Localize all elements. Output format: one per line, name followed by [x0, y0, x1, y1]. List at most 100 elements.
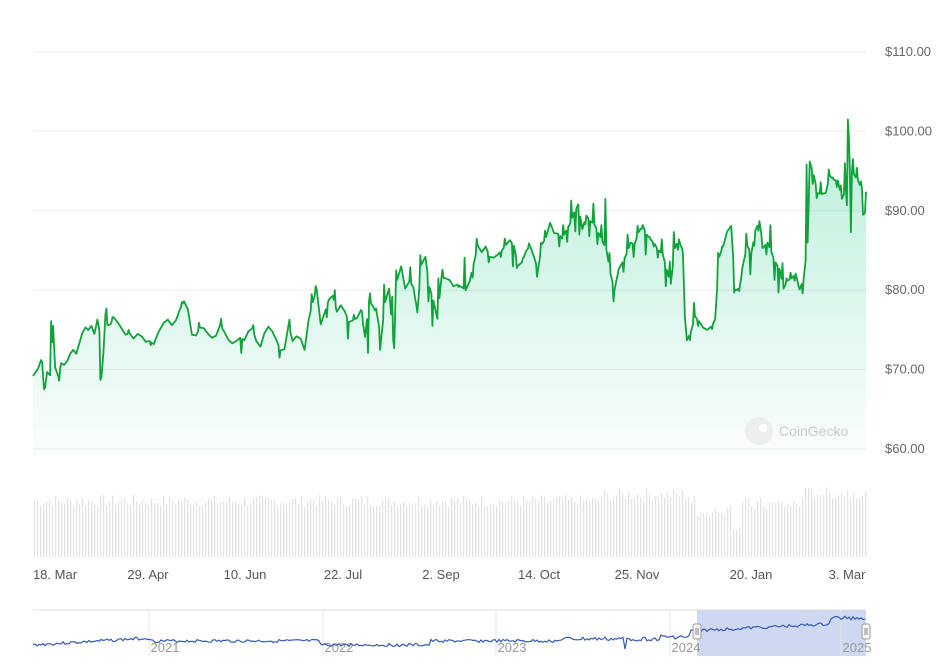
volume-bar	[811, 488, 813, 557]
volume-bar	[490, 504, 492, 557]
volume-bar	[46, 501, 48, 557]
volume-bar	[181, 502, 183, 557]
time-navigator[interactable]: 2021 2022 2023 2024 2025	[32, 609, 871, 656]
volume-bar	[247, 505, 249, 557]
volume-bar	[433, 505, 435, 557]
volume-bar	[547, 502, 549, 557]
volume-bar	[481, 496, 483, 557]
volume-bar	[808, 487, 810, 557]
volume-bar	[280, 503, 282, 557]
volume-bar	[175, 504, 177, 557]
volume-bar	[589, 502, 591, 557]
volume-bar	[349, 505, 351, 557]
navigator-handle[interactable]	[692, 623, 702, 640]
volume-bar	[331, 501, 333, 557]
x-tick-label: 2. Sep	[422, 567, 460, 582]
volume-bar	[406, 506, 408, 557]
volume-bar	[859, 497, 861, 557]
volume-bar	[862, 495, 864, 557]
navigator-year-label: 2021	[151, 640, 180, 655]
volume-bar	[163, 495, 165, 557]
volume-bar	[706, 513, 708, 557]
price-line	[32, 118, 867, 391]
volume-bar	[523, 496, 525, 557]
volume-bar	[856, 498, 858, 557]
volume-bar	[499, 499, 501, 557]
x-tick-label: 10. Jun	[224, 567, 267, 582]
volume-bar	[454, 501, 456, 557]
volume-bar	[373, 506, 375, 557]
volume-bar	[67, 497, 69, 557]
volume-bar	[70, 499, 72, 557]
coingecko-logo-eye	[759, 424, 767, 432]
volume-bar	[778, 501, 780, 557]
volume-bar	[643, 500, 645, 557]
volume-bar	[232, 501, 234, 557]
volume-bar	[145, 503, 147, 557]
volume-bar	[340, 496, 342, 557]
volume-bar	[202, 506, 204, 557]
volume-bar	[109, 501, 111, 557]
volume-bar	[421, 505, 423, 557]
volume-bar	[334, 505, 336, 557]
volume-bar	[865, 490, 867, 557]
volume-bar	[265, 496, 267, 557]
volume-bar	[49, 500, 51, 557]
volume-bar	[403, 501, 405, 557]
volume-bar	[703, 512, 705, 557]
volume-bar	[391, 505, 393, 557]
volume-bar	[94, 504, 96, 557]
volume-bar	[268, 498, 270, 557]
volume-bar	[292, 498, 294, 557]
volume-bar	[256, 496, 258, 557]
volume-bar	[640, 497, 642, 557]
volume-bar	[466, 498, 468, 557]
volume-bar	[34, 501, 36, 557]
volume-bar	[118, 501, 120, 557]
volume-bar	[814, 497, 816, 557]
volume-bar	[805, 487, 807, 557]
volume-bar	[673, 490, 675, 557]
volume-bar	[298, 503, 300, 557]
volume-bar	[667, 492, 669, 557]
volume-bar	[541, 495, 543, 557]
x-tick-label: 25. Nov	[615, 567, 660, 582]
volume-bar	[676, 493, 678, 557]
volume-bar	[556, 497, 558, 557]
volume-bar	[412, 504, 414, 557]
volume-bar	[376, 506, 378, 557]
volume-bar	[766, 509, 768, 557]
volume-bar	[475, 502, 477, 557]
volume-bar	[832, 498, 834, 557]
volume-bar	[76, 501, 78, 557]
volume-bar	[328, 499, 330, 557]
volume-bar	[295, 498, 297, 557]
volume-bar	[784, 506, 786, 557]
volume-bar	[682, 491, 684, 557]
volume-bar	[691, 501, 693, 557]
volume-bar	[166, 504, 168, 557]
volume-bar	[337, 497, 339, 557]
volume-bar	[763, 506, 765, 557]
volume-bar	[607, 492, 609, 557]
volume-bar	[394, 501, 396, 557]
volume-bar	[259, 495, 261, 557]
volume-bar	[559, 496, 561, 557]
volume-bar	[304, 506, 306, 557]
volume-bar	[520, 505, 522, 557]
volume-bar	[487, 506, 489, 557]
volume-bar	[685, 498, 687, 557]
volume-bar	[112, 495, 114, 557]
volume-bar	[760, 497, 762, 557]
volume-bar	[838, 495, 840, 557]
navigator-handle[interactable]	[861, 623, 871, 640]
volume-bar	[418, 497, 420, 557]
volume-bar	[196, 501, 198, 557]
volume-bar	[829, 491, 831, 557]
volume-bar	[178, 499, 180, 557]
volume-bar	[700, 512, 702, 557]
volume-bar	[238, 503, 240, 557]
volume-bar	[586, 499, 588, 557]
volume-bar	[721, 513, 723, 557]
volume-bar	[847, 491, 849, 557]
